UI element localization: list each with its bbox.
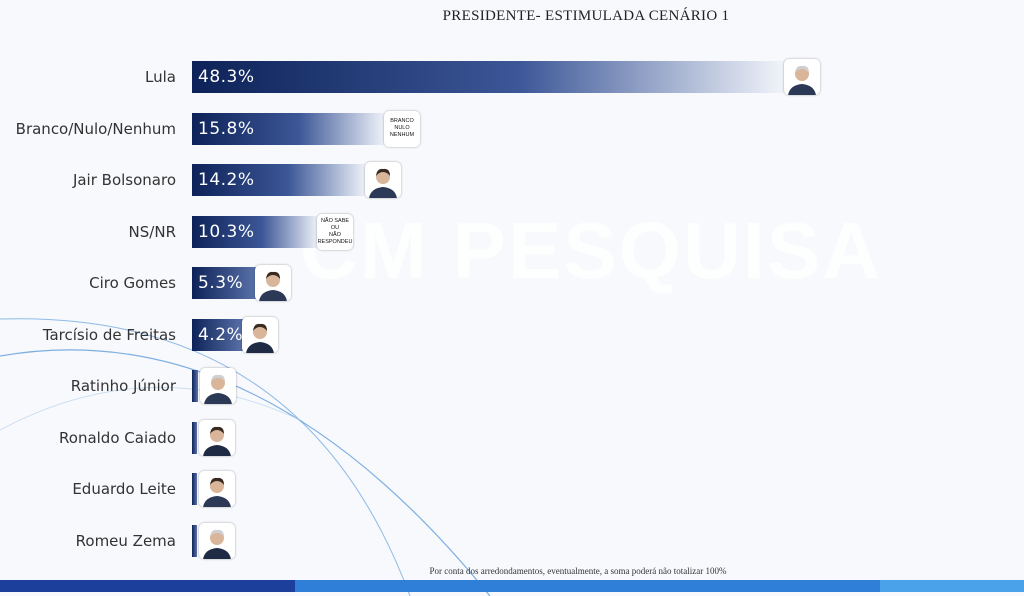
bar <box>192 267 257 299</box>
category-label: Jair Bolsonaro <box>72 171 176 189</box>
bar-row: Ronaldo Caiado <box>0 419 1024 456</box>
data-label: 10.3% <box>198 221 255 242</box>
portrait-photo-icon <box>199 419 235 456</box>
bar <box>192 473 197 505</box>
bar-row: NS/NR 10.3% NÃO SABE OU NÃO RESPONDEU <box>0 213 1024 250</box>
portrait-photo-icon <box>199 522 235 559</box>
category-label: Eduardo Leite <box>72 480 176 498</box>
portrait-photo-icon <box>784 59 820 95</box>
category-label: NS/NR <box>128 222 176 241</box>
category-label: Lula <box>145 68 176 86</box>
category-label: Ciro Gomes <box>89 274 176 292</box>
data-label: 14.2% <box>198 170 255 190</box>
bar <box>192 215 319 248</box>
footer-stripe-light <box>880 580 1024 592</box>
bar-row: Lula 48.3% <box>0 59 1024 95</box>
category-label: Romeu Zema <box>75 531 176 550</box>
data-label: 5.3% <box>198 273 244 293</box>
option-badge: BRANCO NULO NENHUM <box>384 110 420 147</box>
footer-stripe-dark <box>0 580 295 592</box>
portrait-photo-icon <box>200 368 236 404</box>
portrait-photo-icon <box>365 162 401 198</box>
bar <box>192 318 244 351</box>
bar <box>192 524 197 557</box>
bar-row: Ciro Gomes 5.3% <box>0 265 1024 301</box>
bar-row: Branco/Nulo/Nenhum 15.8% BRANCO NULO NENHU… <box>0 110 1024 147</box>
footnote: Por conta dos arredondamentos, eventualm… <box>429 566 727 576</box>
watermark-logo: CM PESQUISA <box>300 206 883 295</box>
data-label: 48.3% <box>198 67 255 87</box>
bar <box>192 164 367 196</box>
category-label: Ratinho Júnior <box>70 377 176 395</box>
bar <box>192 112 386 145</box>
category-label: Tarcísio de Freitas <box>42 325 176 344</box>
bar-row: Jair Bolsonaro 14.2% <box>0 162 1024 198</box>
bar-row: Eduardo Leite <box>0 471 1024 507</box>
bar <box>192 61 786 93</box>
bar-row: Tarcísio de Freitas 4.2% <box>0 316 1024 353</box>
option-badge: NÃO SABE OU NÃO RESPONDEU <box>317 213 353 250</box>
data-label: 4.2% <box>198 324 244 345</box>
category-label: Branco/Nulo/Nenhum <box>15 119 176 138</box>
chart-title: PRESIDENTE- ESTIMULADA CENÁRIO 1 <box>442 8 730 24</box>
bar <box>192 370 198 402</box>
portrait-photo-icon <box>242 316 278 353</box>
bar <box>192 421 197 454</box>
portrait-photo-icon <box>199 471 235 507</box>
data-label: 15.8% <box>198 118 255 139</box>
footer-stripe-mid <box>295 580 880 592</box>
bar-row: Ratinho Júnior <box>0 368 1024 404</box>
category-label: Ronaldo Caiado <box>59 428 176 447</box>
portrait-photo-icon <box>255 265 291 301</box>
bar-row: Romeu Zema <box>0 522 1024 559</box>
